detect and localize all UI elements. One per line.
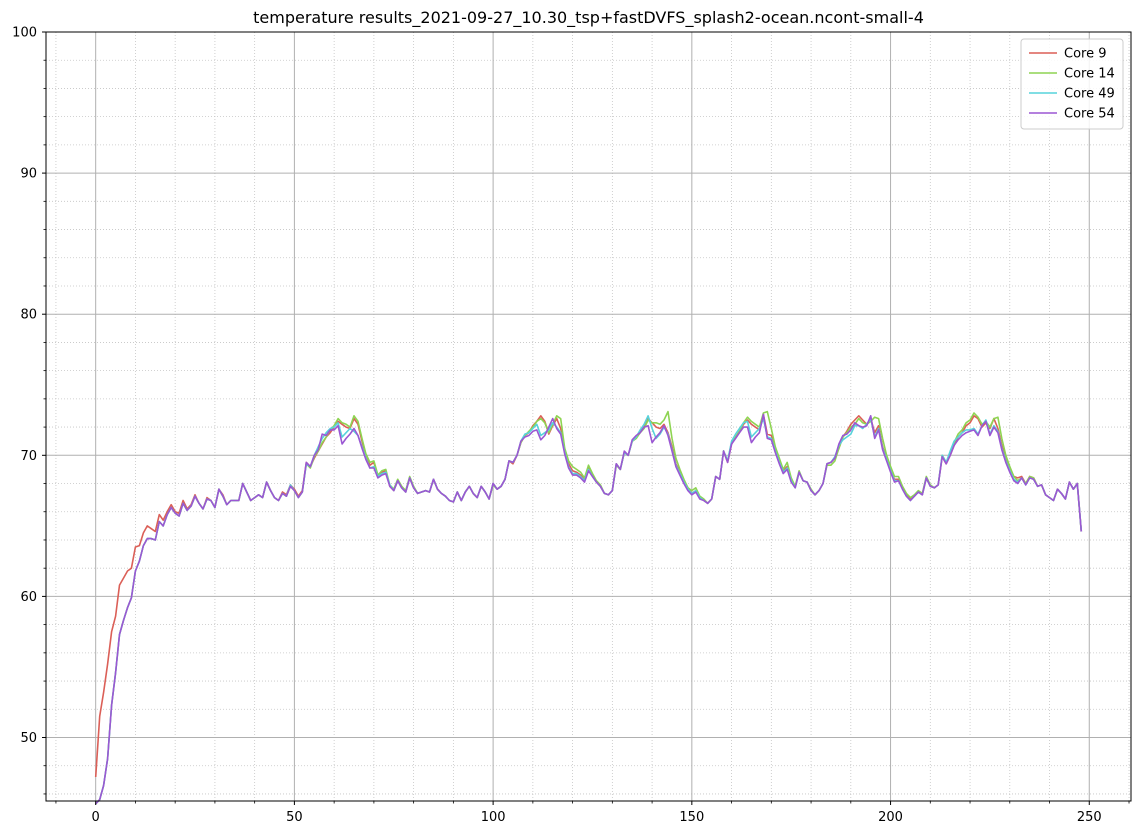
chart-title: temperature results_2021-09-27_10.30_tsp… [253,8,924,28]
legend-label: Core 14 [1064,67,1115,82]
y-tick-label: 50 [20,731,37,746]
x-tick-label: 100 [481,810,506,825]
axes-frame [45,31,1132,802]
legend-label: Core 54 [1064,107,1115,122]
series-lines [94,410,1083,805]
y-tick-label: 100 [12,26,37,41]
x-tick-label: 150 [679,810,704,825]
legend-box [1020,38,1124,130]
legend-label: Core 9 [1064,47,1107,62]
legend: Core 9 Core 14 Core 49 Core 54 [1020,38,1124,130]
x-tick-label: 0 [92,810,100,825]
series-line-core-54 [95,413,1083,805]
x-tick-label: 200 [878,810,903,825]
y-tick-label: 60 [20,590,37,605]
y-tick-label: 90 [20,167,37,182]
x-tick-label: 250 [1077,810,1102,825]
x-tick-label: 50 [286,810,303,825]
legend-label: Core 49 [1064,87,1115,102]
axis-ticks: 0 50 100 150 200 250 50 60 70 80 90 100 [12,26,1130,825]
y-tick-label: 70 [20,449,37,464]
y-tick-label: 80 [20,308,37,323]
grid [46,31,1131,801]
